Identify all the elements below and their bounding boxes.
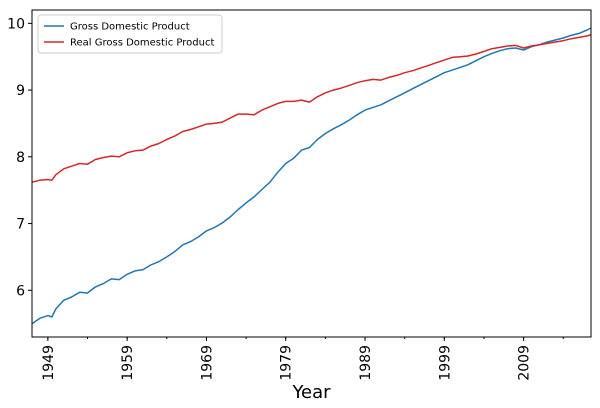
legend-label: Gross Domestic Product [70,22,190,33]
y-axis: 6 7 8 9 10 [7,16,32,299]
x-tick-label: 1949 [41,345,57,381]
x-tick-label: 1989 [358,345,374,381]
y-tick-label: 8 [16,150,25,166]
series-line-1 [31,27,592,325]
x-tick-label: 2009 [517,345,533,381]
legend-label: Real Gross Domestic Product [70,38,214,49]
y-tick-label: 6 [16,283,25,299]
x-tick-label: 1979 [279,345,295,381]
x-axis: 1949 1959 1969 1979 1989 1999 2009 [41,337,564,381]
axes-frame [31,9,592,338]
x-axis-title: Year [291,382,331,403]
y-tick-label: 7 [16,217,25,233]
x-tick-label: 1959 [120,345,136,381]
legend: Gross Domestic Product Real Gross Domesti… [37,14,223,54]
series-layer [31,27,592,325]
y-tick-label: 10 [7,16,25,32]
legend-box [37,14,223,54]
x-tick-label: 1969 [199,345,215,381]
series-line-2 [31,33,592,183]
x-tick-label: 1999 [437,345,453,381]
y-tick-label: 9 [16,83,25,99]
